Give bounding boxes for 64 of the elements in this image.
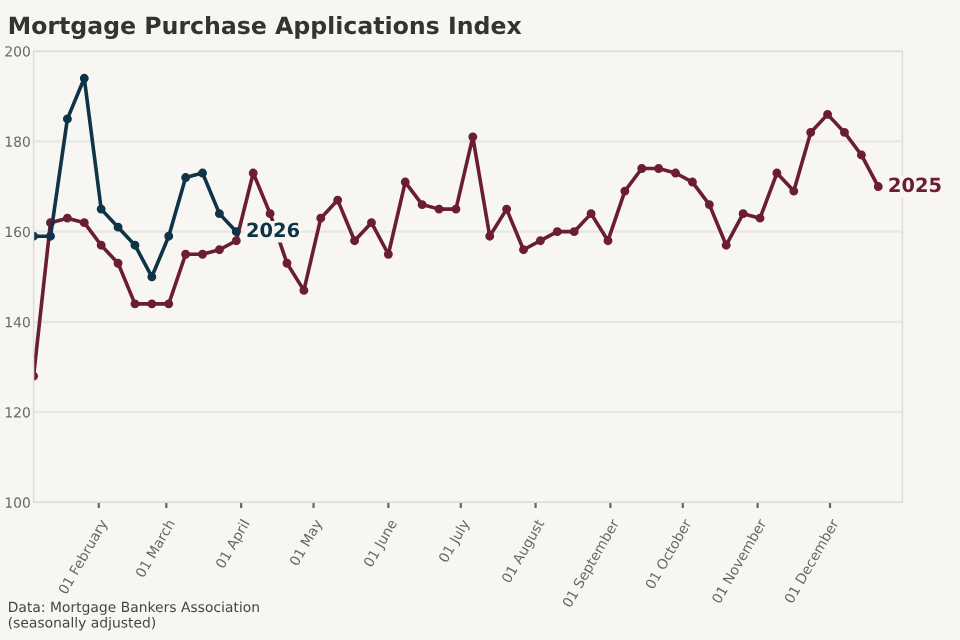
point: [113, 258, 123, 268]
point: [620, 186, 630, 196]
point: [231, 227, 241, 237]
point: [856, 150, 866, 160]
point: [96, 204, 106, 214]
point: [569, 227, 579, 237]
point: [637, 164, 647, 173]
point: [603, 236, 613, 246]
series-label: 2026: [247, 222, 300, 238]
point: [434, 204, 444, 214]
point: [383, 249, 393, 259]
point: [231, 236, 241, 246]
point: [586, 209, 596, 219]
point: [400, 177, 410, 187]
point: [755, 213, 765, 223]
point: [79, 73, 89, 83]
point: [502, 204, 512, 214]
point: [485, 231, 495, 241]
point: [350, 236, 360, 246]
point: [417, 200, 427, 210]
point: [806, 127, 816, 137]
point: [654, 164, 664, 173]
point: [214, 209, 224, 219]
point: [840, 127, 849, 137]
point: [789, 186, 799, 196]
point: [214, 245, 224, 255]
point: [333, 195, 343, 205]
point: [704, 200, 714, 210]
point: [282, 258, 292, 268]
point: [113, 222, 123, 232]
point: [147, 299, 157, 309]
point: [164, 299, 174, 309]
point: [552, 227, 562, 237]
point: [248, 168, 258, 178]
point: [46, 231, 55, 241]
point: [299, 285, 309, 295]
point: [130, 240, 140, 250]
point: [265, 209, 275, 219]
point: [198, 249, 207, 259]
point: [130, 299, 140, 309]
point: [147, 272, 157, 282]
point: [721, 240, 731, 250]
point: [823, 109, 833, 119]
point: [738, 209, 748, 219]
point: [772, 168, 782, 178]
point: [62, 213, 72, 223]
point: [367, 218, 376, 228]
point: [96, 240, 106, 250]
point: [62, 114, 72, 124]
point: [519, 245, 528, 255]
point: [316, 213, 326, 223]
point: [873, 182, 883, 192]
point: [687, 177, 697, 187]
point: [181, 249, 191, 259]
point: [535, 236, 545, 246]
series-label: 2025: [889, 177, 941, 193]
chart-title: Mortgage Purchase Applications Index: [9, 16, 522, 40]
point: [79, 218, 89, 228]
point: [451, 204, 461, 214]
point: [164, 231, 174, 241]
point: [198, 168, 207, 178]
point: [468, 132, 478, 142]
point: [671, 168, 680, 178]
point: [181, 173, 191, 182]
